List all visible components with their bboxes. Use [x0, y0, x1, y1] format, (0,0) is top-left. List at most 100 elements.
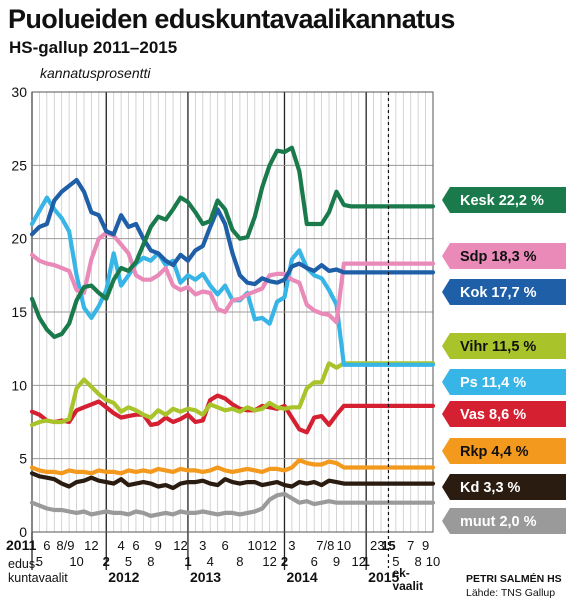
x-axis-years: 2011 2012 2013 2014 2015 edus-kuntavaalit	[6, 537, 400, 585]
x-tick-label: 3	[288, 538, 295, 553]
legend-item-kok: Kok 17,7 %	[442, 279, 566, 305]
legend-label: Kok 17,7 %	[460, 285, 537, 301]
legend-item-sdp: Sdp 18,3 %	[442, 243, 566, 269]
x-tick-label: 1	[363, 554, 370, 569]
x-tick-label: 2	[370, 538, 377, 553]
election-2011-label: kuntavaalit	[8, 571, 68, 585]
year-label: 2015	[368, 569, 399, 585]
x-tick-label: 2	[281, 554, 288, 569]
y-tick-label: 15	[11, 304, 27, 320]
legend-item-rkp: Rkp 4,4 %	[442, 438, 566, 464]
chart-title: Puolueiden eduskuntavaalikannatus	[8, 4, 455, 34]
x-tick-label: 10	[426, 554, 440, 569]
legend-item-vihr: Vihr 11,5 %	[442, 333, 566, 359]
legend-swatch	[442, 333, 566, 359]
x-tick-label: 4	[117, 538, 124, 553]
x-tick-label: 8	[147, 554, 154, 569]
x-tick-label: 9	[422, 538, 429, 553]
legend-item-vas: Vas 8,6 %	[442, 401, 566, 427]
series-line-kd	[29, 471, 436, 491]
series-line-rkp	[29, 458, 436, 476]
x-tick-label: 15	[381, 538, 395, 553]
legend-swatch	[442, 401, 566, 427]
credit-source: Lähde: TNS Gallup	[466, 587, 556, 599]
election-label: ek-	[392, 566, 409, 580]
legend-swatch	[442, 243, 566, 269]
legend-label: Vihr 11,5 %	[460, 339, 536, 355]
legend-item-muut: muut 2,0 %	[442, 508, 566, 534]
legend-label: Kd 3,3 %	[460, 480, 521, 496]
x-tick-label: 3	[377, 538, 384, 553]
series-line-sdp	[29, 230, 436, 325]
x-tick-label: 10	[69, 554, 83, 569]
y-tick-label: 5	[19, 451, 27, 467]
legend-label: Sdp 18,3 %	[460, 249, 537, 265]
credit: PETRI SALMÉN HS Lähde: TNS Gallup	[466, 572, 562, 600]
x-tick-label: 8	[415, 554, 422, 569]
x-tick-label: 12	[84, 538, 98, 553]
election-label: vaalit	[392, 579, 423, 593]
x-tick-label: 1	[184, 554, 191, 569]
x-tick-label: 6	[311, 554, 318, 569]
series-line-kok	[29, 177, 436, 287]
x-tick-label: 7	[407, 538, 414, 553]
x-tick-label: 12	[173, 538, 187, 553]
series-line-muut	[29, 491, 436, 518]
x-tick-label: 7/8	[316, 538, 334, 553]
y-axis-ticks: 0 5 10 15 20 25 30	[11, 84, 27, 540]
x-tick-label: 10	[248, 538, 262, 553]
y-tick-label: 10	[11, 377, 27, 393]
chart-subtitle: HS-gallup 2011–2015	[9, 38, 178, 57]
legend-swatch	[442, 279, 566, 305]
election-marker: ek-vaalit	[387, 92, 423, 593]
x-tick-label: 6	[43, 538, 50, 553]
series-line-vas	[29, 393, 436, 435]
x-tick-label: 12	[262, 538, 276, 553]
y-axis-label: kannatusprosentti	[40, 65, 151, 81]
election-2011-label: edus-	[8, 557, 39, 571]
x-axis-ticks: 6 8/9 12 4 6 9 12 3 6 10 12 3 7/8 10 2 315 7 95 10 2 5 8 1 4 8 12…	[36, 538, 440, 569]
x-tick-label: 6	[132, 538, 139, 553]
x-tick-label: 10	[337, 538, 351, 553]
legend: Kesk 22,2 % Sdp 18,3 % Kok 17,7 % Vihr 11,5…	[442, 187, 566, 534]
legend-swatch	[442, 187, 566, 213]
x-tick-label: 5	[36, 554, 43, 569]
plot-frame	[31, 91, 434, 533]
year-label: 2014	[286, 569, 317, 585]
x-tick-label: 5	[125, 554, 132, 569]
legend-item-kesk: Kesk 22,2 %	[442, 187, 566, 213]
legend-item-ps: Ps 11,4 %	[442, 369, 566, 395]
y-tick-label: 25	[11, 157, 27, 173]
series-lines	[29, 145, 436, 518]
legend-item-kd: Kd 3,3 %	[442, 474, 566, 500]
legend-swatch	[442, 508, 566, 534]
x-tick-label: 2	[103, 554, 110, 569]
x-tick-label: 12	[352, 554, 366, 569]
y-tick-label: 20	[11, 231, 27, 247]
x-tick-label: 6	[221, 538, 228, 553]
legend-swatch	[442, 438, 566, 464]
grid	[31, 91, 434, 570]
legend-label: Kesk 22,2 %	[460, 193, 544, 209]
x-tick-label: 8/9	[56, 538, 74, 553]
x-tick-label: 4	[207, 554, 214, 569]
legend-swatch	[442, 474, 566, 500]
series-line-kesk	[29, 145, 436, 339]
x-tick-label: 12	[262, 554, 276, 569]
y-tick-label: 30	[11, 84, 27, 100]
x-tick-label: 9	[333, 554, 340, 569]
legend-label: Vas 8,6 %	[460, 407, 526, 423]
year-label: 2011	[6, 537, 37, 553]
year-label: 2013	[190, 569, 221, 585]
legend-label: muut 2,0 %	[460, 514, 537, 530]
x-tick-label: 8	[236, 554, 243, 569]
legend-swatch	[442, 369, 566, 395]
x-tick-label: 5	[392, 554, 399, 569]
legend-label: Ps 11,4 %	[460, 375, 526, 391]
x-tick-label: 9	[155, 538, 162, 553]
x-tick-label: 3	[199, 538, 206, 553]
y-tick-label: 0	[19, 524, 27, 540]
credit-author: PETRI SALMÉN HS	[466, 573, 562, 585]
legend-label: Rkp 4,4 %	[460, 444, 529, 460]
